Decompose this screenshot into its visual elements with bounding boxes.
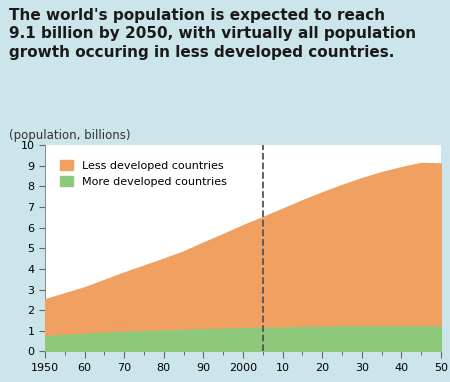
Text: (population, billions): (population, billions) (9, 129, 130, 142)
Legend: Less developed countries, More developed countries: Less developed countries, More developed… (54, 155, 233, 193)
Text: The world's population is expected to reach
9.1 billion by 2050, with virtually : The world's population is expected to re… (9, 8, 416, 60)
